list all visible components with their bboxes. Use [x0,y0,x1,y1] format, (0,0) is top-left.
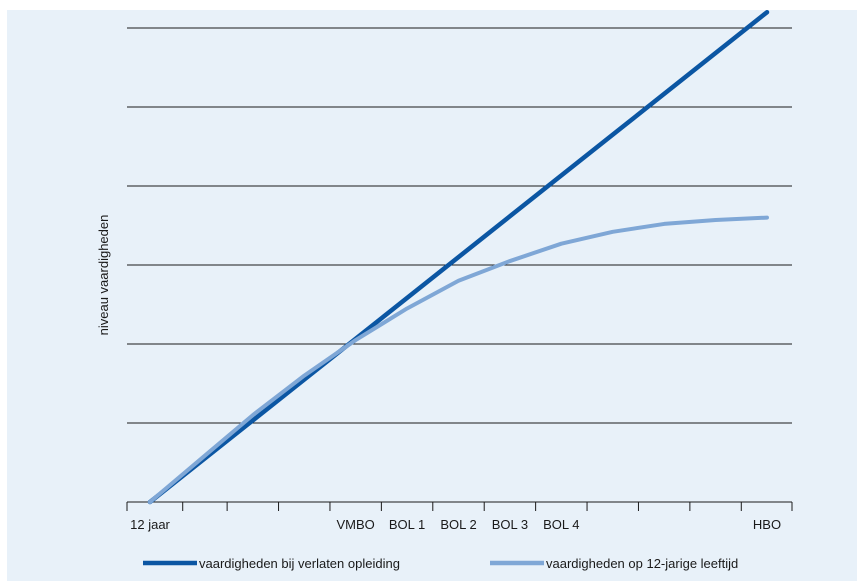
legend-label: vaardigheden bij verlaten opleiding [199,556,400,571]
x-tick-label: BOL 3 [492,517,528,532]
x-tick-label: BOL 4 [543,517,579,532]
x-axis: 12 jaar VMBO BOL 1 BOL 2 BOL 3 BOL 4 HBO [126,501,793,532]
series-lines [147,9,770,505]
series-line-verlaten-opleiding [147,9,770,505]
y-axis-label: niveau vaardigheden [96,215,111,336]
gridlines [127,27,792,424]
x-tick-label: VMBO [337,517,375,532]
x-tick-label: 12 jaar [130,517,170,532]
x-tick-label: HBO [753,517,781,532]
x-tick-label: BOL 1 [389,517,425,532]
legend-label: vaardigheden op 12-jarige leeftijd [546,556,738,571]
series-line-12-jarige-leeftijd [148,215,769,504]
legend: vaardigheden bij verlaten opleiding vaard… [143,556,738,571]
x-tick-label: BOL 2 [440,517,476,532]
